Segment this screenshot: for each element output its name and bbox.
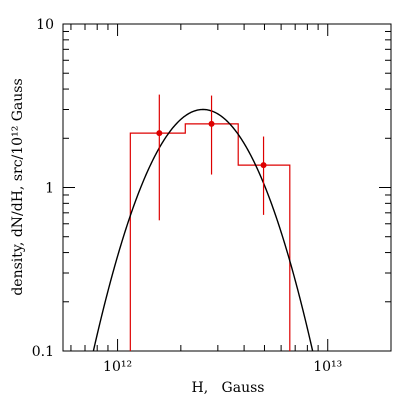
x-axis-ticks: 10¹² 10¹³ (70, 24, 392, 375)
y-tick-label: 10 (36, 17, 54, 33)
data-point-3 (260, 136, 267, 215)
y-axis-ticks: 0.1 1 10 (32, 17, 391, 360)
data-points (156, 94, 267, 221)
y-tick-label: 0.1 (32, 344, 54, 360)
data-point-marker (260, 162, 267, 169)
plot-border (62, 23, 392, 352)
y-axis-label: density, dN/dH, src/10¹² Gauss (10, 78, 26, 295)
x-tick-label: 10¹³ (313, 359, 342, 375)
data-point-1 (156, 94, 163, 221)
data-point-2 (208, 95, 215, 175)
data-point-marker (208, 120, 215, 127)
x-tick-label: 10¹² (103, 359, 132, 375)
plot-frame (62, 23, 392, 352)
y-tick-label: 1 (45, 181, 54, 197)
data-point-marker (156, 130, 163, 137)
curve-line (92, 108, 314, 352)
fit-curve (92, 108, 314, 352)
x-axis-label: H, Gauss (192, 380, 265, 396)
